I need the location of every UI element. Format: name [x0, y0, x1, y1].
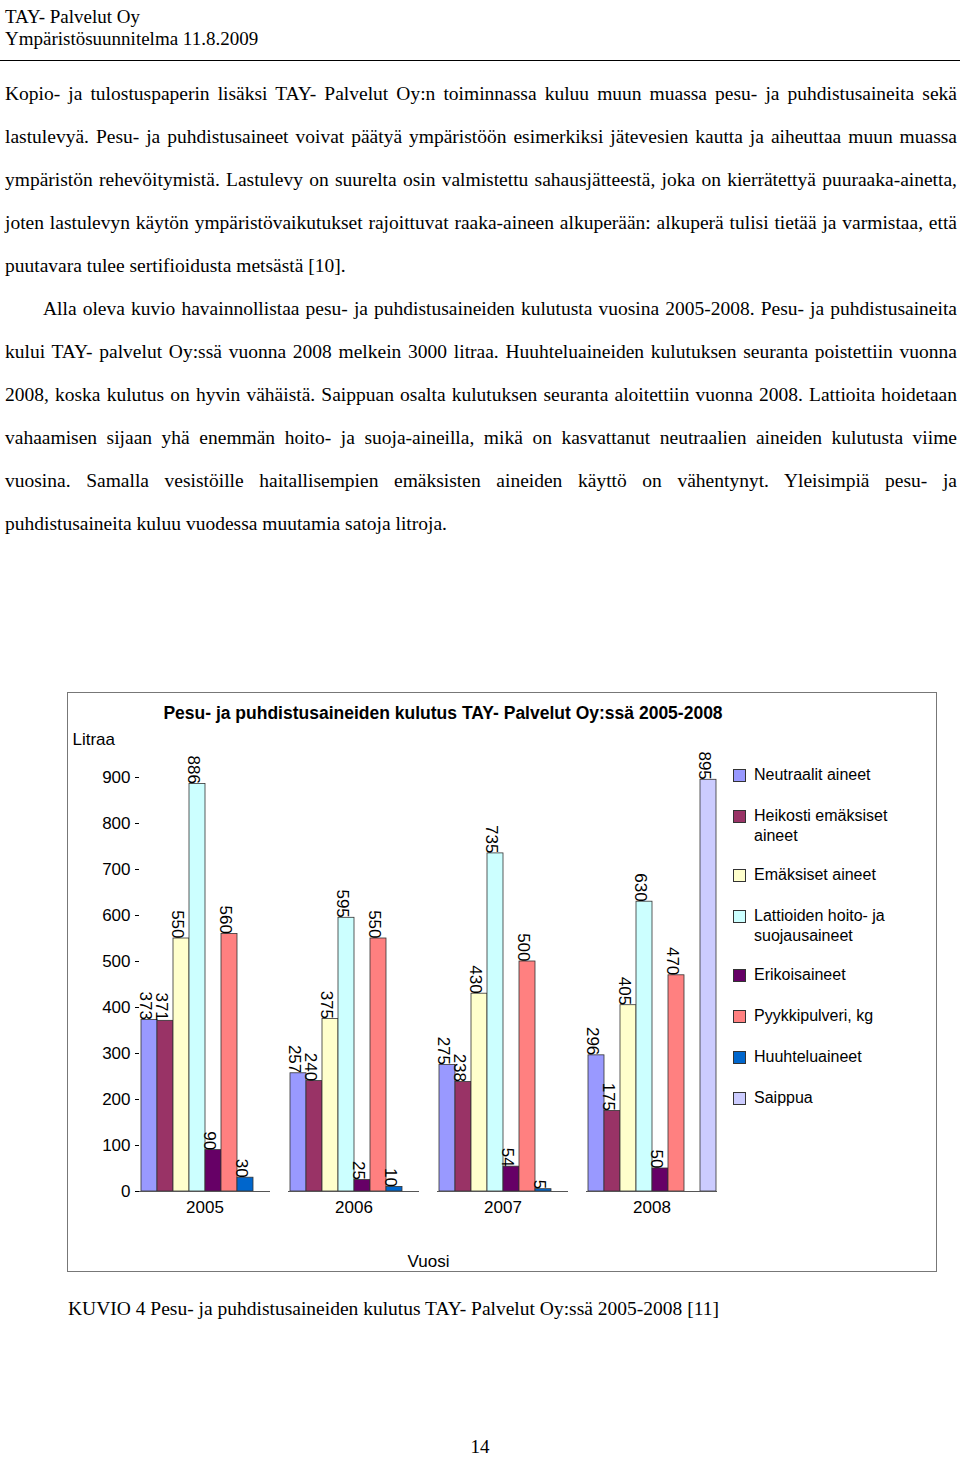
svg-text:900: 900	[102, 768, 130, 787]
svg-text:54: 54	[498, 1148, 517, 1167]
svg-text:560: 560	[216, 906, 235, 934]
svg-text:2008: 2008	[633, 1198, 671, 1217]
html-text:Neutraalit aineet: Neutraalit aineet	[754, 766, 871, 783]
svg-text:405: 405	[615, 977, 634, 1005]
svg-text:25: 25	[349, 1161, 368, 1180]
svg-text:296: 296	[583, 1027, 602, 1055]
html-text:Alla oleva kuvio havainnollist: Alla oleva kuvio havainnollistaa pesu- j…	[5, 298, 957, 534]
html-text:Kopio- ja tulostuspaperin lisä: Kopio- ja tulostuspaperin lisäksi TAY- P…	[5, 83, 957, 276]
svg-text:430: 430	[466, 965, 485, 993]
svg-text:371: 371	[152, 992, 171, 1020]
svg-text:470: 470	[663, 947, 682, 975]
svg-text:500: 500	[102, 952, 130, 971]
html-text:Ympäristösuunnitelma 11.8.2009: Ympäristösuunnitelma 11.8.2009	[5, 28, 259, 49]
svg-text:275: 275	[434, 1036, 454, 1065]
html-text:Huuhteluaineet: Huuhteluaineet	[754, 1048, 862, 1065]
html-text:Lattioiden hoito- ja suojausai: Lattioiden hoito- ja suojausaineet	[754, 907, 885, 944]
svg-text:550: 550	[365, 910, 384, 938]
svg-text:895: 895	[695, 751, 714, 779]
svg-text:10: 10	[381, 1168, 400, 1187]
svg-text:200: 200	[102, 1090, 130, 1109]
svg-text:735: 735	[482, 825, 501, 853]
svg-text:700: 700	[102, 860, 130, 879]
html-text:Pesu- ja puhdistusaineiden kul: Pesu- ja puhdistusaineiden kulutus TAY- …	[163, 703, 723, 723]
html-text:14: 14	[470, 1436, 490, 1457]
svg-text:630: 630	[631, 873, 650, 901]
svg-text:100: 100	[102, 1136, 130, 1155]
svg-text:500: 500	[514, 933, 533, 961]
svg-text:375: 375	[317, 991, 336, 1019]
html-text:Heikosti emäksiset aineet: Heikosti emäksiset aineet	[754, 807, 888, 844]
svg-text:257: 257	[285, 1044, 305, 1074]
svg-text:595: 595	[333, 889, 352, 917]
svg-text:400: 400	[102, 998, 130, 1017]
html-text:Pyykkipulveri, kg: Pyykkipulveri, kg	[754, 1007, 874, 1024]
html-text:Erikoisaineet: Erikoisaineet	[754, 966, 846, 983]
svg-text:240: 240	[301, 1053, 320, 1081]
svg-text:90: 90	[200, 1131, 219, 1150]
svg-text:Vuosi: Vuosi	[408, 1252, 450, 1270]
svg-text:30: 30	[232, 1159, 251, 1178]
html-text:Emäksiset aineet: Emäksiset aineet	[754, 866, 876, 883]
svg-text:50: 50	[647, 1150, 666, 1169]
svg-text:886: 886	[184, 756, 203, 784]
svg-text:Litraa: Litraa	[73, 730, 116, 749]
svg-text:300: 300	[102, 1044, 130, 1063]
svg-text:550: 550	[168, 910, 187, 938]
svg-text:2007: 2007	[484, 1198, 522, 1217]
svg-text:800: 800	[102, 814, 130, 833]
html-text:KUVIO 4 Pesu- ja puhdistusaine: KUVIO 4 Pesu- ja puhdistusaineiden kulut…	[68, 1298, 719, 1319]
html-text:Saippua: Saippua	[754, 1089, 813, 1106]
svg-text:5: 5	[530, 1180, 549, 1189]
svg-text:600: 600	[102, 906, 130, 925]
svg-text:2006: 2006	[335, 1198, 373, 1217]
svg-text:175: 175	[599, 1083, 618, 1111]
html-text:TAY- Palvelut Oy: TAY- Palvelut Oy	[5, 6, 140, 27]
svg-text:238: 238	[450, 1054, 469, 1082]
svg-text:0: 0	[121, 1182, 130, 1201]
svg-text:373: 373	[136, 991, 156, 1020]
svg-text:2005: 2005	[186, 1198, 224, 1217]
